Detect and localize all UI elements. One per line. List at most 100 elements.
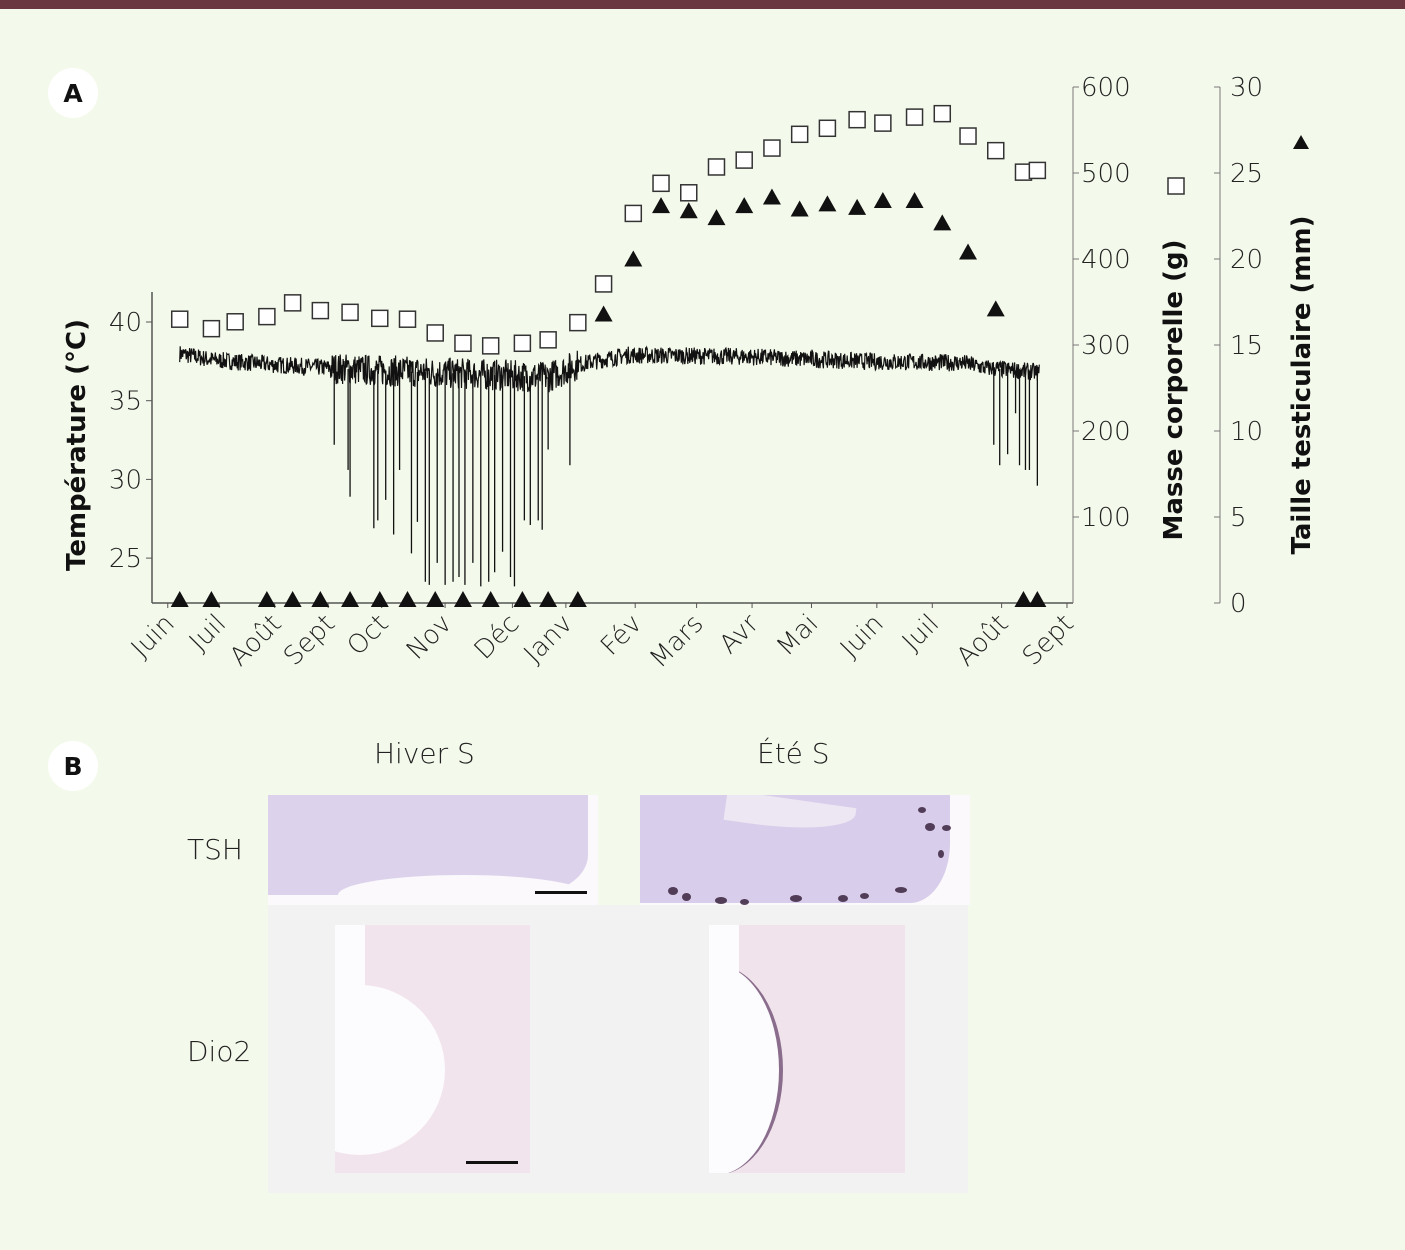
mass-point bbox=[454, 334, 472, 353]
testis-point bbox=[539, 591, 558, 607]
mass-point bbox=[283, 294, 302, 312]
testis-tick-label: 5 bbox=[1230, 503, 1247, 533]
testis-point bbox=[481, 591, 500, 607]
mass-point bbox=[426, 324, 444, 342]
month-label: Mars bbox=[644, 609, 709, 674]
micrograph-tsh-winter bbox=[268, 795, 598, 905]
body-temperature-line bbox=[179, 345, 1040, 393]
mass-legend-square-icon bbox=[1167, 177, 1185, 195]
mass-point bbox=[763, 139, 781, 157]
testis-point bbox=[513, 591, 532, 607]
mass-point bbox=[818, 119, 837, 138]
mass-point bbox=[311, 301, 330, 320]
month-label: Juil bbox=[897, 609, 946, 658]
testis-point bbox=[762, 188, 781, 205]
testis-point bbox=[311, 591, 330, 607]
testis-point bbox=[624, 250, 643, 267]
testis-tick-label: 30 bbox=[1230, 73, 1263, 103]
row-label-tsh: TSH bbox=[187, 833, 243, 866]
mass-point bbox=[848, 110, 866, 129]
panel-a-label: A bbox=[48, 68, 98, 118]
mass-point bbox=[707, 158, 726, 176]
month-label: Fév bbox=[595, 609, 648, 662]
testis-point bbox=[341, 591, 360, 607]
testis-point bbox=[735, 197, 754, 214]
mass-point bbox=[933, 104, 952, 123]
micrograph-dio2-summer bbox=[709, 925, 905, 1173]
micrograph-tsh-summer bbox=[640, 795, 970, 905]
testis-point bbox=[873, 191, 892, 208]
temperature-tick-label: 25 bbox=[109, 544, 142, 574]
temperature-tick-label: 35 bbox=[109, 387, 142, 417]
month-label: Avr bbox=[714, 609, 765, 660]
mass-point bbox=[398, 310, 417, 328]
testis-tick-label: 20 bbox=[1230, 245, 1263, 275]
testis-point bbox=[370, 591, 389, 607]
testis-point bbox=[257, 591, 276, 607]
testis-tick-label: 10 bbox=[1230, 417, 1263, 447]
testis-point bbox=[453, 591, 472, 607]
month-label: Juin bbox=[126, 609, 181, 664]
mass-tick-label: 200 bbox=[1081, 417, 1131, 447]
temperature-tick-label: 40 bbox=[109, 308, 142, 338]
month-label: Janv bbox=[518, 609, 578, 669]
mass-point bbox=[987, 141, 1005, 160]
month-label: Juin bbox=[835, 609, 890, 664]
column-label-summer: Été S bbox=[757, 737, 830, 770]
testis-legend-triangle-icon bbox=[1293, 135, 1309, 149]
testis-axis-title: Taille testiculaire (mm) bbox=[1287, 216, 1317, 555]
chart-panel-a: 25 30 35 40 100 200 300 400 500 600 0 5 10 15 20 25 30 Ju… bbox=[62, 73, 1317, 674]
month-label: Déc bbox=[469, 609, 526, 666]
testis-point bbox=[679, 202, 698, 219]
testis-point bbox=[170, 591, 189, 607]
top-bar bbox=[0, 0, 1405, 9]
mass-point bbox=[481, 337, 500, 355]
temperature-axis-title: Température (°C) bbox=[62, 319, 92, 571]
mass-point bbox=[790, 125, 809, 144]
month-label: Mai bbox=[771, 609, 824, 662]
mass-point bbox=[513, 334, 532, 353]
mass-tick-label: 100 bbox=[1081, 503, 1131, 533]
mass-point bbox=[905, 108, 924, 126]
mass-tick-label: 300 bbox=[1081, 331, 1131, 361]
mass-point bbox=[539, 331, 557, 349]
testis-point bbox=[594, 305, 613, 322]
month-label: Sept bbox=[1017, 609, 1080, 672]
scale-bar bbox=[466, 1161, 518, 1164]
testis-tick-label: 0 bbox=[1230, 589, 1247, 619]
month-label: Nov bbox=[401, 609, 458, 666]
testis-point bbox=[905, 191, 924, 208]
mass-tick-label: 500 bbox=[1081, 159, 1131, 189]
mass-point bbox=[341, 303, 359, 322]
mass-point bbox=[624, 204, 643, 223]
testis-point bbox=[707, 209, 726, 226]
testis-point bbox=[959, 243, 978, 260]
testis-point bbox=[1028, 591, 1047, 607]
mass-point bbox=[170, 310, 189, 328]
testis-point bbox=[848, 198, 867, 215]
mass-point bbox=[874, 114, 892, 132]
mass-tick-label: 600 bbox=[1081, 73, 1131, 103]
testis-point bbox=[933, 214, 952, 231]
month-label: Août bbox=[224, 609, 288, 673]
mass-point bbox=[959, 127, 977, 145]
mass-point bbox=[594, 275, 613, 293]
testis-point bbox=[1014, 591, 1033, 607]
testis-point bbox=[568, 591, 587, 607]
testis-point bbox=[202, 591, 221, 607]
panel-b-label: B bbox=[48, 741, 98, 791]
testis-point bbox=[818, 195, 837, 212]
month-label: Sept bbox=[278, 609, 341, 672]
micrograph-dio2-winter bbox=[335, 925, 530, 1173]
month-label: Août bbox=[951, 609, 1015, 673]
temperature-tick-label: 30 bbox=[109, 465, 142, 495]
testis-point bbox=[652, 197, 671, 214]
testis-point bbox=[398, 591, 417, 607]
testis-point bbox=[283, 591, 302, 607]
mass-point bbox=[226, 313, 244, 331]
scale-bar bbox=[535, 891, 587, 894]
testis-point bbox=[426, 591, 445, 607]
row-label-dio2: Dio2 bbox=[187, 1035, 252, 1068]
column-label-winter: Hiver S bbox=[374, 737, 475, 770]
mass-tick-label: 400 bbox=[1081, 245, 1131, 275]
